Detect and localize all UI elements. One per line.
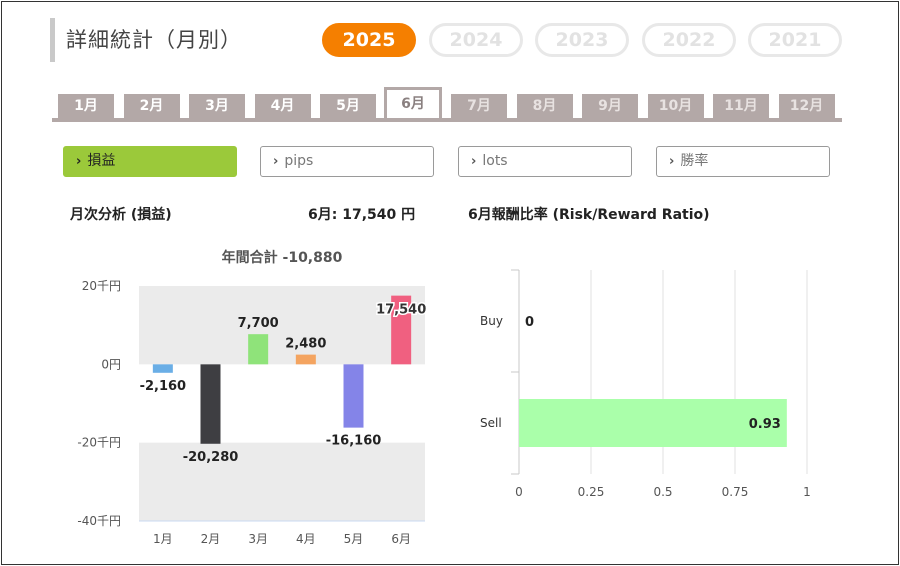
x-tick-label: 0 (515, 485, 523, 499)
plot-band-bottom (139, 442, 425, 521)
x-tick-label: 4月 (296, 532, 316, 546)
month-tab-3[interactable]: 3月 (189, 94, 245, 118)
month-tab-12[interactable]: 12月 (778, 94, 835, 118)
y-tick-label: -40千円 (77, 514, 121, 528)
month-tab-1[interactable]: 1月 (58, 94, 114, 118)
bar-1月 (152, 364, 173, 373)
y-tick-label: -20千円 (77, 436, 121, 450)
bar-4月 (295, 354, 316, 365)
metric-button-1[interactable]: › pips (260, 146, 434, 177)
year-tab-2023[interactable]: 2023 (535, 23, 629, 57)
x-tick-label: 1 (803, 485, 811, 499)
x-tick-label: 0.25 (578, 485, 605, 499)
x-tick-label: 3月 (248, 532, 268, 546)
y-tick-label: 20千円 (82, 279, 121, 293)
data-label: 17,540 (376, 303, 426, 318)
year-tab-2021[interactable]: 2021 (748, 23, 842, 57)
chart-title: 年間合計 -10,880 (222, 249, 343, 266)
year-tab-2025[interactable]: 2025 (322, 23, 416, 57)
monthly-analysis-title: 月次分析 (損益) (70, 207, 172, 223)
year-tab-2022[interactable]: 2022 (642, 23, 736, 57)
bar-6月 (391, 295, 412, 365)
metric-button-3[interactable]: › 勝率 (656, 146, 830, 177)
x-tick-label: 1月 (153, 532, 173, 546)
month-tab-11[interactable]: 11月 (713, 94, 769, 118)
x-tick-label: 6月 (391, 532, 411, 546)
chevron-right-icon: › (76, 154, 82, 169)
monthly-pl-chart: 年間合計 -10,880 20千円 0円 -20千円 -40千円 -2,160 1月 -20,… (77, 249, 427, 546)
plot-band-top (139, 286, 425, 365)
metric-label: lots (482, 153, 508, 169)
month-tab-9[interactable]: 9月 (582, 94, 638, 118)
chevron-right-icon: › (471, 154, 477, 169)
x-tick-label: 0.75 (722, 485, 749, 499)
x-tick-label: 0.5 (653, 485, 672, 499)
metric-button-2[interactable]: › lots (458, 146, 632, 177)
metric-label: 勝率 (680, 153, 709, 169)
chevron-right-icon: › (669, 154, 675, 169)
data-label: 7,700 (238, 316, 279, 331)
month-tab-8[interactable]: 8月 (516, 94, 573, 118)
month-tab-4[interactable]: 4月 (254, 94, 311, 118)
ratio-title: 6月報酬比率 (Risk/Reward Ratio) (468, 207, 710, 223)
data-label: 2,480 (285, 337, 326, 352)
y-tick-label: 0円 (101, 357, 121, 371)
data-label: -16,160 (326, 434, 382, 449)
month-tab-7[interactable]: 7月 (451, 94, 507, 118)
category-label: Sell (480, 416, 502, 430)
metric-button-0[interactable]: › 損益 (63, 146, 237, 177)
bar-2月 (200, 364, 221, 444)
year-tab-2024[interactable]: 2024 (429, 23, 523, 57)
data-label: 0.93 (749, 417, 781, 432)
month-tab-5[interactable]: 5月 (320, 94, 376, 118)
bar-5月 (343, 364, 364, 428)
page-title: 詳細統計（月別） (66, 28, 242, 52)
month-tab-2[interactable]: 2月 (123, 94, 180, 118)
chevron-right-icon: › (273, 154, 279, 169)
month-tabs-baseline (52, 118, 842, 122)
risk-reward-chart: 0 0.25 0.5 0.75 1 Buy 0 Sell 0.93 (480, 269, 811, 499)
month-tab-6[interactable]: 6月 (384, 87, 442, 119)
x-tick-label: 2月 (201, 532, 221, 546)
metric-label: pips (284, 153, 314, 169)
bar-3月 (248, 334, 269, 365)
category-label: Buy (480, 314, 503, 328)
bar-Sell (519, 399, 787, 447)
data-label: -2,160 (140, 379, 187, 394)
current-month-value: 6月: 17,540 円 (308, 207, 416, 223)
data-label: 0 (525, 315, 534, 330)
x-tick-label: 5月 (344, 532, 364, 546)
metric-label: 損益 (87, 153, 116, 169)
data-label: -20,280 (183, 450, 239, 465)
title-accent-bar (50, 18, 55, 62)
month-tab-10[interactable]: 10月 (647, 94, 704, 118)
